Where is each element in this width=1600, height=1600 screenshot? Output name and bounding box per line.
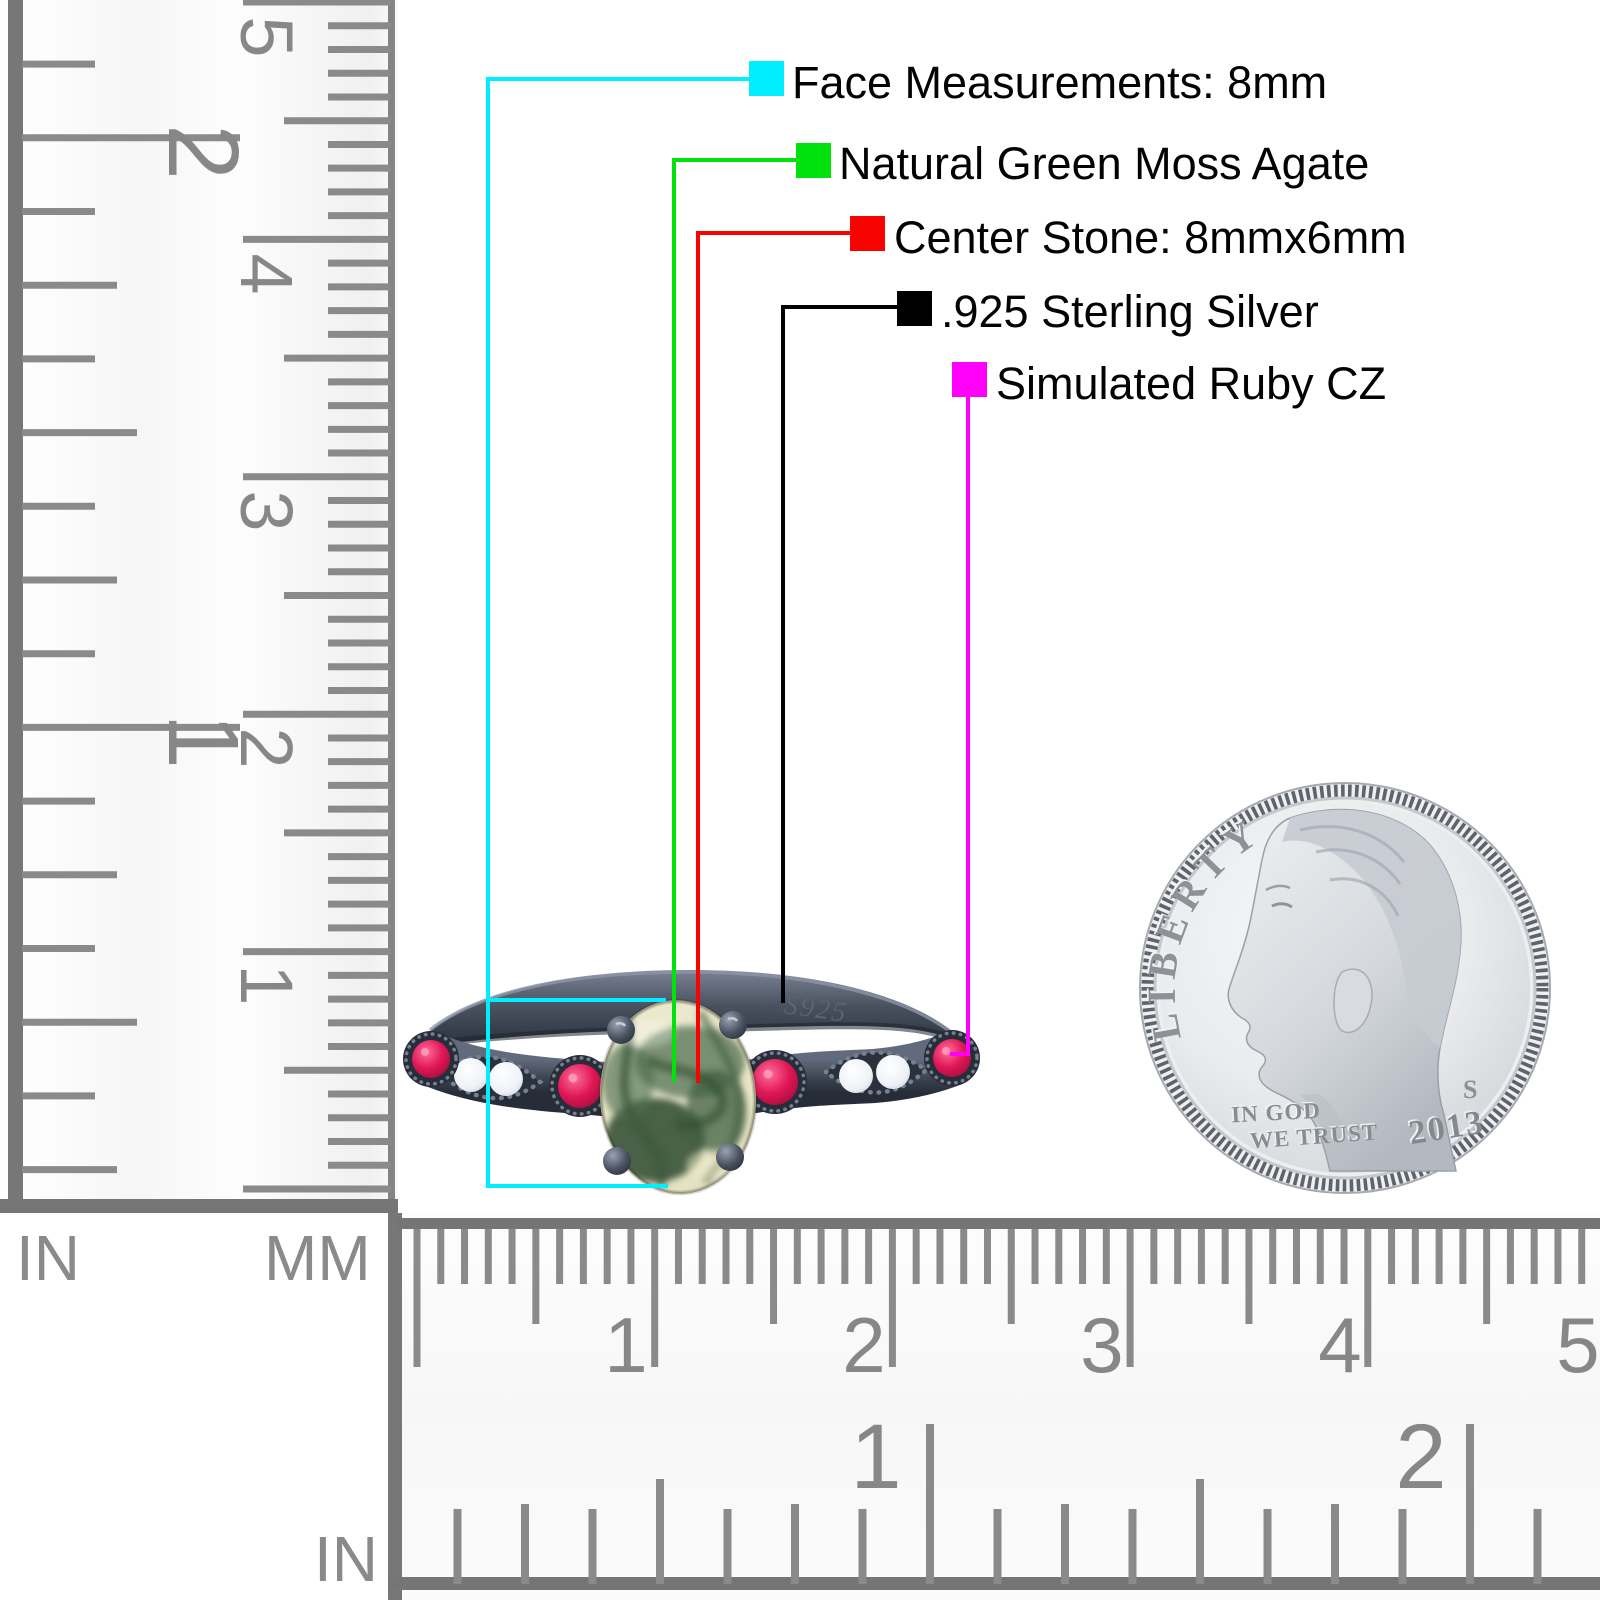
- left-ruler-mm-label: MM: [264, 1222, 371, 1294]
- ruby-mid-right: [743, 1050, 807, 1114]
- ruby-mid-left: [549, 1055, 611, 1117]
- cz-stone: [454, 1058, 488, 1092]
- bottom-inch-number-2: 2: [1395, 1406, 1447, 1508]
- jaw-shading: [1300, 1094, 1352, 1160]
- ruby-end-left: [403, 1031, 459, 1087]
- leader-black-horizontal: [781, 305, 897, 309]
- ruby-end-right: [924, 1030, 980, 1086]
- bottom-ruler-inch-ticks: [453, 1424, 1542, 1584]
- bottom-cm-number-1: 1: [604, 1301, 648, 1389]
- ear: [1333, 968, 1373, 1034]
- callout-square-sterling-silver: [897, 291, 932, 326]
- cz-stone: [839, 1059, 873, 1093]
- horizontal-ruler: [388, 1213, 1600, 1600]
- callout-square-moss-agate: [796, 143, 831, 178]
- measure-box-bottom: [486, 1184, 668, 1188]
- bottom-ruler-top-edge: [396, 1218, 1600, 1229]
- coin-mint-mark: S: [1463, 1075, 1477, 1104]
- left-ruler-inch-ticks: [22, 60, 240, 1174]
- measure-box-top: [486, 998, 666, 1002]
- left-ruler-right-edge: [388, 0, 395, 1213]
- bottom-inch-number-1: 1: [850, 1406, 902, 1508]
- hair: [1282, 809, 1461, 1048]
- bottom-ruler-in-label: IN: [314, 1523, 378, 1595]
- bottom-cm-number-2: 2: [842, 1301, 886, 1389]
- cz-stone: [876, 1055, 910, 1089]
- prong-highlight: [615, 1022, 627, 1027]
- callout-square-center-stone: [850, 216, 885, 251]
- callout-label-sterling-silver: .925 Sterling Silver: [941, 286, 1319, 337]
- bottom-ruler-left-edge: [388, 1213, 402, 1600]
- cz-stone: [489, 1062, 523, 1096]
- leader-green-vertical: [672, 158, 676, 1082]
- callout-label-center-stone: Center Stone: 8mmx6mm: [894, 212, 1407, 263]
- prong-highlight: [727, 1017, 739, 1022]
- vertical-ruler: [0, 0, 398, 1213]
- ring-photo: S925: [403, 970, 980, 1196]
- coin-motto-line1: IN GOD: [1231, 1098, 1322, 1128]
- leader-red-horizontal: [696, 231, 850, 235]
- coin-reeding: [1141, 784, 1549, 1192]
- bottom-ruler-mm-ticks: [413, 1229, 1586, 1367]
- leader-green-horizontal: [672, 158, 796, 162]
- leader-red-vertical: [696, 231, 700, 1083]
- bottom-cm-number-5: 5: [1556, 1301, 1600, 1389]
- bottom-cm-number-3: 3: [1080, 1301, 1124, 1389]
- prong: [716, 1143, 744, 1171]
- leader-magenta-horizontal: [950, 1052, 970, 1056]
- callout-label-moss-agate: Natural Green Moss Agate: [839, 138, 1370, 189]
- left-cm-number-4: 4: [225, 253, 308, 295]
- callout-label-ruby-cz: Simulated Ruby CZ: [996, 358, 1387, 409]
- brow: [1265, 884, 1291, 892]
- callout-square-face-measurements: [749, 61, 784, 96]
- left-ruler-in-label: IN: [16, 1222, 80, 1294]
- left-cm-number-3: 3: [225, 490, 308, 532]
- callout-label-face-measurements: Face Measurements: 8mm: [792, 57, 1328, 108]
- callout-square-ruby-cz: [952, 362, 987, 397]
- left-cm-number-1: 1: [225, 964, 308, 1006]
- prong: [607, 1016, 635, 1044]
- roosevelt-profile: [1227, 808, 1462, 1172]
- leader-magenta-vertical: [966, 397, 970, 1056]
- left-ruler-mm-ticks: [243, 0, 391, 1193]
- left-ruler-bottom-edge: [0, 1199, 398, 1213]
- left-ruler-body: [0, 0, 398, 1213]
- bottom-cm-number-4: 4: [1318, 1301, 1362, 1389]
- left-inch-number-2: 2: [147, 124, 259, 180]
- left-ruler-left-edge: [8, 0, 23, 1213]
- prong: [603, 1147, 631, 1175]
- leader-cyan-vertical: [486, 77, 490, 1188]
- leader-black-vertical: [781, 305, 785, 1003]
- coin-motto-line1-hl: IN GOD: [1229, 1096, 1320, 1126]
- eye: [1271, 902, 1293, 909]
- dime-coin: LIBERTY LIBERTY IN GOD IN GOD WE TRUST W…: [1137, 782, 1551, 1194]
- left-cm-number-5: 5: [225, 16, 308, 58]
- prong: [719, 1011, 747, 1039]
- leader-cyan-horizontal: [488, 77, 749, 81]
- left-inch-number-1: 1: [147, 713, 259, 769]
